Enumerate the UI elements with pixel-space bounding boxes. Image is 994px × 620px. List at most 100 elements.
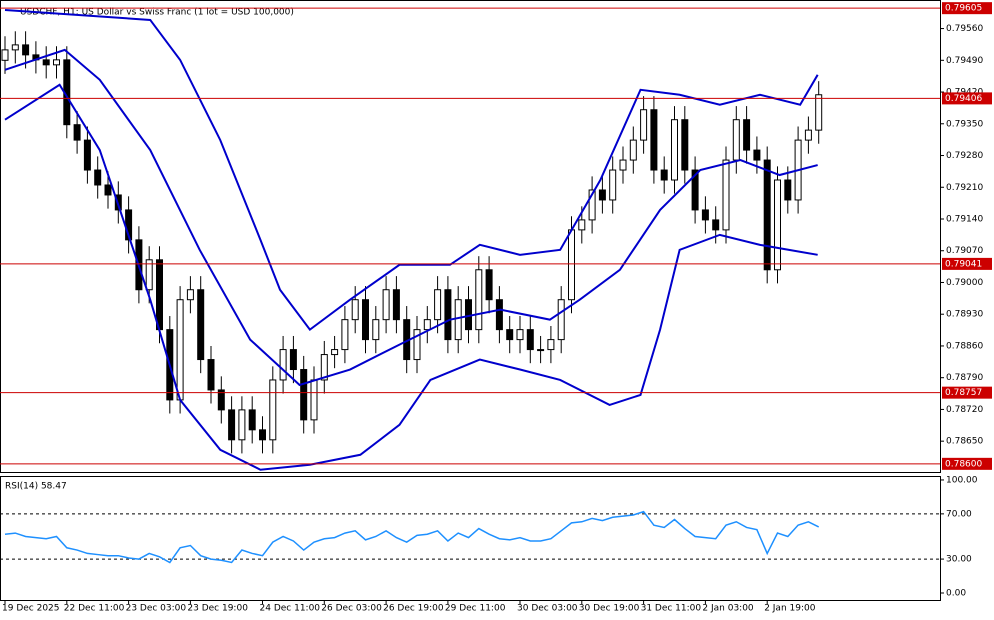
candle-body — [815, 94, 823, 131]
candle-body — [598, 189, 606, 201]
candle-body — [578, 219, 586, 231]
x-tick-label: 24 Dec 11:00 — [260, 604, 321, 614]
x-tick-label: 30 Dec 19:00 — [579, 604, 640, 614]
candle-body — [351, 299, 359, 321]
level-label: 0.79041 — [945, 259, 982, 269]
y-tick-label: 0.79350 — [946, 119, 983, 129]
candle-body — [681, 119, 689, 171]
x-tick-label: 2 Jan 03:00 — [702, 604, 754, 614]
candle-body — [362, 299, 369, 341]
candle-body — [42, 59, 50, 66]
candle-body — [671, 119, 678, 181]
candle-body — [207, 359, 215, 391]
bollinger-band — [4, 83, 818, 471]
candle-body — [228, 409, 236, 441]
level-tag — [942, 92, 992, 105]
candle-body — [629, 139, 637, 161]
candle-body — [176, 299, 184, 401]
candle-body — [485, 269, 493, 301]
level-tag — [942, 386, 992, 399]
candle-body — [259, 429, 266, 441]
bollinger-band — [4, 48, 818, 387]
candle-body — [22, 44, 30, 56]
y-tick-label: 0.78650 — [946, 437, 983, 447]
x-tick-label: 29 Dec 11:00 — [445, 604, 506, 614]
rsi-title: RSI(14) 58.47 — [5, 482, 67, 492]
y-tick-label: 0.79560 — [946, 24, 983, 34]
y-tick-label: 0.79140 — [946, 214, 983, 224]
y-tick-label: 0.78720 — [946, 405, 983, 415]
candle-body — [537, 349, 545, 352]
rsi-pane — [0, 476, 941, 601]
candle-body — [248, 409, 256, 431]
candle-body — [382, 289, 390, 321]
candle-body — [413, 329, 421, 361]
candle-body — [547, 339, 555, 351]
x-tick-label: 26 Dec 03:00 — [321, 604, 382, 614]
candle-body — [701, 209, 709, 221]
candle-body — [104, 184, 112, 196]
candle-body — [691, 169, 699, 211]
candle-body — [557, 299, 565, 341]
candle-body — [94, 169, 102, 186]
y-tick-label: 100.00 — [946, 475, 978, 485]
candle-body — [331, 349, 339, 356]
candle-body — [372, 319, 380, 341]
candle-body — [279, 349, 287, 381]
candle-body — [743, 119, 751, 151]
candle-body — [444, 289, 452, 341]
candle-body — [341, 319, 349, 351]
candle-body — [753, 149, 761, 161]
candle-body — [506, 329, 514, 341]
candle-body — [217, 389, 225, 411]
rsi-line — [4, 510, 820, 564]
x-tick-label: 2 Jan 19:00 — [764, 604, 816, 614]
level-label: 0.78600 — [945, 459, 982, 469]
candle-body — [526, 329, 534, 351]
candle-body — [320, 354, 328, 381]
x-tick-label: 23 Dec 19:00 — [187, 604, 248, 614]
y-tick-label: 70.00 — [946, 509, 972, 519]
candle-body — [434, 289, 442, 321]
candle-body — [568, 229, 575, 301]
candle-body — [619, 159, 627, 171]
candle-body — [732, 119, 740, 161]
candle-body — [145, 259, 153, 291]
candle-body — [454, 299, 462, 341]
candle-body — [186, 289, 194, 301]
level-tag — [942, 257, 992, 270]
candle-body — [269, 379, 277, 441]
y-tick-label: 0.79070 — [946, 246, 983, 256]
y-tick-label: 0.79210 — [946, 183, 983, 193]
y-tick-label: 0.79280 — [946, 151, 983, 161]
candle-body — [495, 299, 503, 331]
x-tick-label: 26 Dec 19:00 — [383, 604, 444, 614]
candle-body — [660, 169, 668, 181]
price-pane — [0, 0, 941, 473]
x-tick-label: 22 Dec 11:00 — [64, 604, 125, 614]
candle-body — [83, 139, 91, 171]
candle-body — [197, 289, 205, 361]
level-label: 0.79605 — [945, 4, 982, 14]
candle-body — [609, 169, 617, 201]
candle-body — [392, 289, 400, 321]
chart-title: USDCHF, H1: US Dollar vs Swiss Franc (1 … — [20, 8, 294, 18]
candle-body — [712, 219, 720, 231]
x-tick-label: 19 Dec 2025 — [2, 604, 60, 614]
level-label: 0.79406 — [945, 94, 982, 104]
candle-body — [423, 319, 431, 331]
candle-body — [238, 409, 246, 441]
candle-body — [650, 109, 658, 171]
y-tick-label: 0.78790 — [946, 373, 983, 383]
x-tick-label: 23 Dec 03:00 — [126, 604, 187, 614]
candle-body — [73, 124, 81, 141]
candle-body — [640, 109, 648, 141]
x-tick-label: 30 Dec 03:00 — [517, 604, 578, 614]
candle-body — [289, 349, 297, 371]
candle-body — [156, 259, 163, 331]
candle-body — [516, 329, 524, 341]
y-tick-label: 0.79000 — [946, 278, 983, 288]
candle-body — [588, 189, 596, 221]
x-tick-label: 31 Dec 11:00 — [641, 604, 702, 614]
